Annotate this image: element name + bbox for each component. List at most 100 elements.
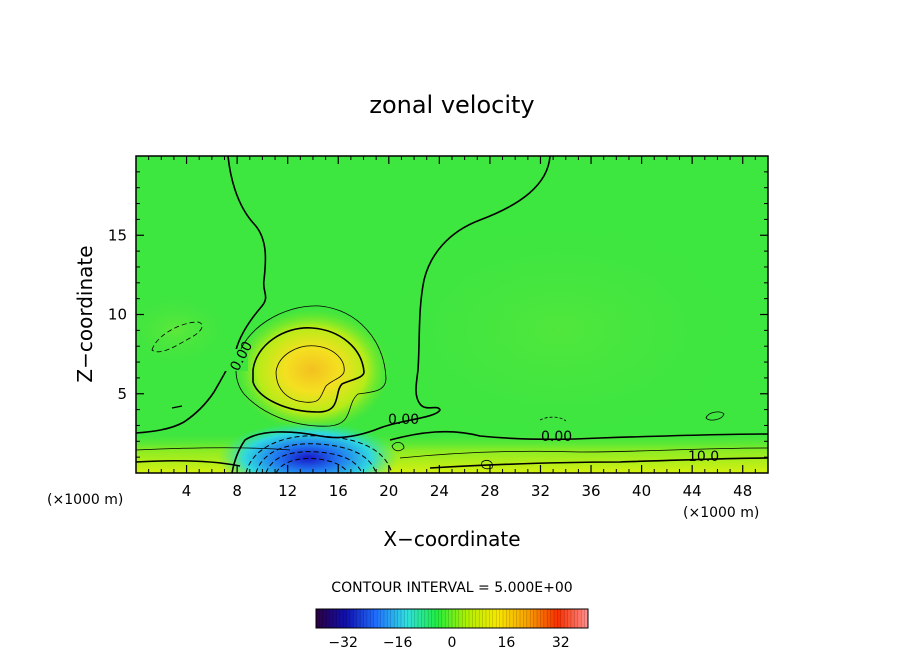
colorbar-cell <box>547 609 551 628</box>
colorbar-cell <box>370 609 375 628</box>
colorbar-tick-label: 0 <box>448 635 457 651</box>
y-tick-label: 10 <box>108 306 127 324</box>
z-unit-note: (×1000 m) <box>47 492 123 508</box>
colorbar-cell <box>350 609 354 628</box>
weak-negative-left-contour <box>151 321 203 353</box>
colorbar-cell <box>567 609 572 628</box>
colorbar-cell <box>465 609 470 628</box>
colorbar-cell <box>353 609 358 628</box>
colorbar-cell <box>421 609 426 628</box>
zero-contour-center <box>231 156 551 473</box>
colorbar <box>315 609 589 628</box>
colorbar-cell <box>554 609 558 628</box>
colorbar-cell <box>377 609 381 628</box>
contour-label-3: 0.00 <box>541 429 572 445</box>
x-tick-label: 8 <box>232 482 242 500</box>
x-tick-label: 28 <box>480 482 499 500</box>
colorbar-cell <box>550 609 555 628</box>
x-tick-label: 24 <box>430 482 449 500</box>
colorbar-cell <box>523 609 528 628</box>
colorbar-cell <box>475 609 480 628</box>
colorbar-cell <box>509 609 514 628</box>
colorbar-cell <box>322 609 327 628</box>
colorbar-cell <box>380 609 385 628</box>
surface-contour-5 <box>136 447 768 459</box>
x-tick-label: 4 <box>182 482 192 500</box>
colorbar-cell <box>530 609 534 628</box>
y-tick-label: 5 <box>117 385 127 403</box>
colorbar-cell <box>387 609 392 628</box>
colorbar-cell <box>557 609 562 628</box>
plot-area: 0.00 0.00 0.00 10.0 <box>136 156 768 473</box>
colorbar-cell <box>343 609 347 628</box>
colorbar-cell <box>316 609 320 628</box>
lower-min-contour-2 <box>255 443 377 473</box>
lower-min-contour-3 <box>265 451 363 473</box>
small-cell-near-surface <box>391 442 405 452</box>
x-tick-label: 12 <box>278 482 297 500</box>
small-positive-cell <box>705 411 725 421</box>
colorbar-cell <box>496 609 500 628</box>
colorbar-cell <box>489 609 494 628</box>
colorbar-cell <box>363 609 368 628</box>
colorbar-cell <box>428 609 432 628</box>
x-tick-label: 40 <box>632 482 651 500</box>
colorbar-tick-labels: −32 −16 0 16 32 <box>328 635 569 651</box>
lower-min-contour-4 <box>275 458 349 473</box>
colorbar-tick-label: −32 <box>328 635 358 651</box>
colorbar-cell <box>472 609 477 628</box>
colorbar-cell <box>584 609 589 628</box>
colorbar-cell <box>577 609 582 628</box>
colorbar-cell <box>452 609 456 628</box>
chart-title: zonal velocity <box>369 91 534 119</box>
colorbar-cell <box>482 609 487 628</box>
colorbar-cell <box>564 609 568 628</box>
x-tick-label: 36 <box>581 482 600 500</box>
y-axis-label: Z−coordinate <box>73 245 97 382</box>
colorbar-tick-label: −16 <box>383 635 413 651</box>
colorbar-cell <box>560 609 565 628</box>
small-tick-left <box>171 405 183 409</box>
colorbar-cell <box>537 609 541 628</box>
colorbar-cell <box>404 609 409 628</box>
colorbar-cell <box>441 609 446 628</box>
colorbar-tick-label: 32 <box>552 635 570 651</box>
x-unit-note: (×1000 m) <box>683 505 759 521</box>
colorbar-cell <box>458 609 463 628</box>
colorbar-frame <box>315 608 589 629</box>
contour-label-4: 10.0 <box>688 449 719 465</box>
colorbar-cell <box>526 609 531 628</box>
upper-maximum-fill <box>234 308 390 432</box>
weak-positive-left <box>136 290 235 370</box>
colorbar-cell <box>424 609 429 628</box>
colorbar-cell <box>445 609 449 628</box>
colorbar-cell <box>356 609 361 628</box>
small-cell-x28 <box>481 460 493 470</box>
upper-max-contour-10 <box>275 345 345 403</box>
colorbar-cell <box>469 609 473 628</box>
lower-min-contour-1 <box>245 435 393 473</box>
colorbar-cell <box>390 609 395 628</box>
colorbar-cell <box>516 609 521 628</box>
upper-max-contour-5 <box>252 327 365 413</box>
colorbar-cell <box>462 609 466 628</box>
colorbar-cell <box>455 609 460 628</box>
colorbar-cell <box>438 609 443 628</box>
x-tick-label: 32 <box>531 482 550 500</box>
colorbar-cell <box>407 609 412 628</box>
colorbar-cell <box>397 609 402 628</box>
zero-contour-left <box>136 156 267 434</box>
x-tick-label: 44 <box>683 482 702 500</box>
colorbar-tick-label: 16 <box>497 635 515 651</box>
colorbar-cell <box>319 609 324 628</box>
colorbar-cell <box>492 609 497 628</box>
colorbar-cell <box>329 609 334 628</box>
colorbar-cell <box>360 609 364 628</box>
colorbar-cell <box>336 609 341 628</box>
colorbar-cell <box>540 609 545 628</box>
colorbar-cell <box>411 609 415 628</box>
contour-label-2: 0.00 <box>388 412 419 428</box>
colorbar-cell <box>394 609 398 628</box>
colorbar-cell <box>574 609 579 628</box>
